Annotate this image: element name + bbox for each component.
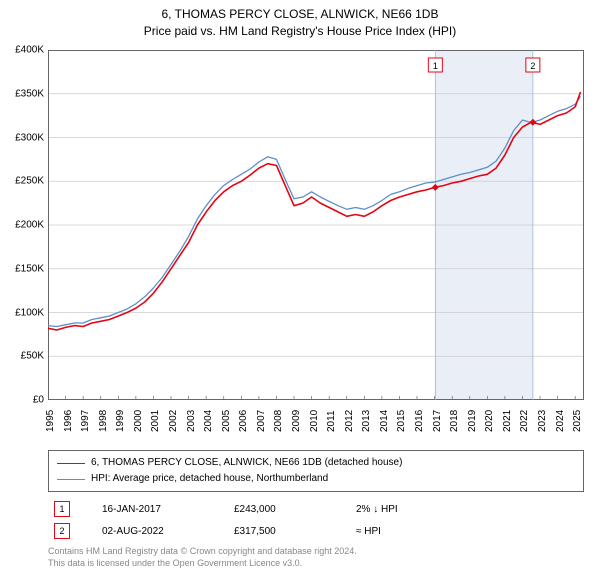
- legend-row: HPI: Average price, detached house, Nort…: [57, 471, 575, 487]
- x-tick-label: 2002: [168, 410, 179, 432]
- svg-text:1: 1: [433, 61, 438, 71]
- x-tick-label: 1995: [45, 410, 56, 432]
- x-tick-label: 1997: [80, 410, 91, 432]
- x-tick-label: 2015: [396, 410, 407, 432]
- x-tick-label: 2010: [309, 410, 320, 432]
- x-tick-label: 2012: [344, 410, 355, 432]
- event-price: £317,500: [228, 520, 350, 542]
- x-tick-label: 2003: [186, 410, 197, 432]
- svg-text:2: 2: [530, 61, 535, 71]
- chart-area: 12 £0£50K£100K£150K£200K£250K£300K£350K£…: [48, 50, 584, 400]
- attribution: Contains HM Land Registry data © Crown c…: [48, 546, 584, 569]
- event-date: 02-AUG-2022: [96, 520, 228, 542]
- x-tick-label: 2008: [273, 410, 284, 432]
- event-row: 1 16-JAN-2017£243,0002% ↓ HPI: [48, 498, 584, 520]
- x-tick-label: 2000: [133, 410, 144, 432]
- x-tick-label: 2009: [291, 410, 302, 432]
- event-price: £243,000: [228, 498, 350, 520]
- attribution-line-1: Contains HM Land Registry data © Crown c…: [48, 546, 584, 558]
- x-tick-label: 2013: [361, 410, 372, 432]
- x-tick-label: 2011: [326, 410, 337, 432]
- event-delta: ≈ HPI: [350, 520, 584, 542]
- event-row: 2 02-AUG-2022£317,500≈ HPI: [48, 520, 584, 542]
- x-tick-label: 2023: [537, 410, 548, 432]
- legend-swatch: [57, 479, 85, 480]
- event-table: 1 16-JAN-2017£243,0002% ↓ HPI 2 02-AUG-2022…: [48, 498, 584, 542]
- x-tick-label: 2024: [555, 410, 566, 432]
- y-tick-label: £350K: [0, 88, 44, 99]
- event-marker: 2: [54, 523, 70, 539]
- legend-label: HPI: Average price, detached house, Nort…: [91, 471, 328, 487]
- x-tick-label: 2017: [432, 410, 443, 432]
- event-date: 16-JAN-2017: [96, 498, 228, 520]
- legend-row: 6, THOMAS PERCY CLOSE, ALNWICK, NE66 1DB…: [57, 455, 575, 471]
- chart-subtitle: Price paid vs. HM Land Registry's House …: [0, 23, 600, 40]
- y-tick-label: £200K: [0, 220, 44, 231]
- legend-label: 6, THOMAS PERCY CLOSE, ALNWICK, NE66 1DB…: [91, 455, 402, 471]
- x-tick-label: 2018: [449, 410, 460, 432]
- event-marker: 1: [54, 501, 70, 517]
- x-tick-label: 2014: [379, 410, 390, 432]
- x-tick-label: 2007: [256, 410, 267, 432]
- chart-title: 6, THOMAS PERCY CLOSE, ALNWICK, NE66 1DB: [0, 0, 600, 23]
- x-tick-label: 2004: [203, 410, 214, 432]
- x-tick-label: 1999: [115, 410, 126, 432]
- y-tick-label: £250K: [0, 176, 44, 187]
- y-tick-label: £50K: [0, 351, 44, 362]
- y-tick-label: £100K: [0, 307, 44, 318]
- event-delta: 2% ↓ HPI: [350, 498, 584, 520]
- x-tick-label: 2025: [572, 410, 583, 432]
- x-tick-label: 2006: [238, 410, 249, 432]
- x-tick-label: 2001: [150, 410, 161, 432]
- y-tick-label: £150K: [0, 263, 44, 274]
- x-tick-label: 2005: [221, 410, 232, 432]
- x-tick-label: 2016: [414, 410, 425, 432]
- legend-and-footer: 6, THOMAS PERCY CLOSE, ALNWICK, NE66 1DB…: [48, 450, 584, 569]
- y-tick-label: £0: [0, 395, 44, 406]
- legend: 6, THOMAS PERCY CLOSE, ALNWICK, NE66 1DB…: [48, 450, 584, 492]
- y-tick-label: £300K: [0, 132, 44, 143]
- x-tick-label: 2020: [484, 410, 495, 432]
- y-tick-label: £400K: [0, 45, 44, 56]
- legend-swatch: [57, 463, 85, 464]
- x-tick-label: 1998: [98, 410, 109, 432]
- x-tick-label: 2021: [502, 410, 513, 432]
- x-tick-label: 2019: [467, 410, 478, 432]
- x-tick-label: 1996: [63, 410, 74, 432]
- line-chart: 12: [48, 50, 584, 400]
- x-tick-label: 2022: [519, 410, 530, 432]
- attribution-line-2: This data is licensed under the Open Gov…: [48, 558, 584, 569]
